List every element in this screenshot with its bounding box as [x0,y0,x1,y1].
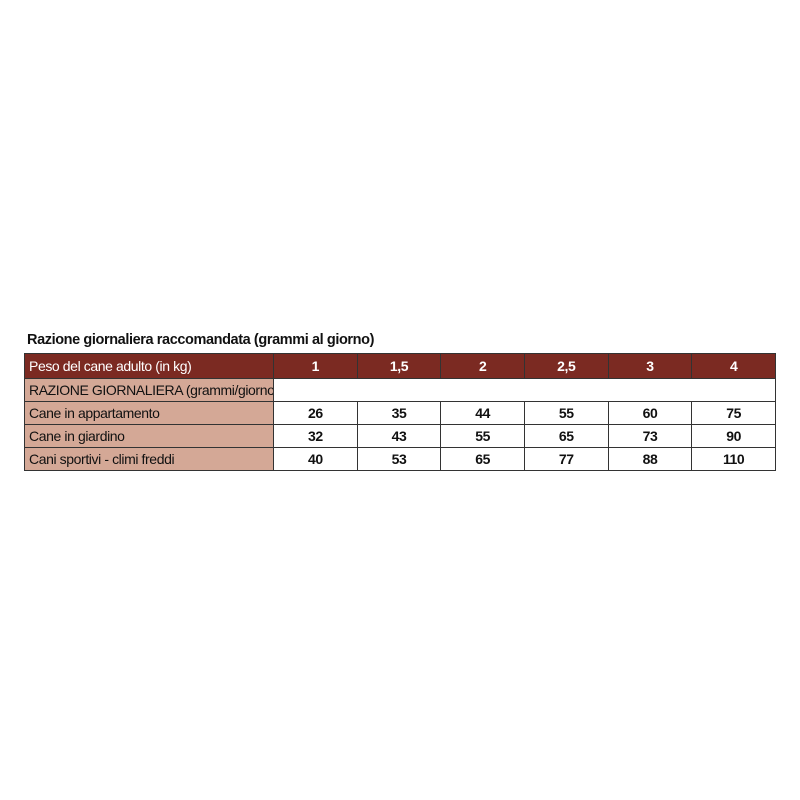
header-cell: 1,5 [356,353,442,379]
header-cell: 4 [691,353,776,379]
subheader-label: RAZIONE GIORNALIERA (grammi/giorno) [24,378,274,402]
data-row: Cane in giardino 32 43 55 65 73 90 [24,424,776,448]
row-label: Cane in giardino [24,424,274,448]
value-cell: 60 [607,401,693,425]
value-cell: 55 [440,424,525,448]
value-cell: 73 [607,424,693,448]
header-row: Peso del cane adulto (in kg) 1 1,5 2 2,5 3 4 [24,353,776,379]
ration-table: Peso del cane adulto (in kg) 1 1,5 2 2,5 3 4 RA… [24,353,776,471]
value-cell: 32 [273,424,358,448]
value-cell: 53 [356,447,442,471]
value-cell: 110 [691,447,776,471]
header-cell: 2 [440,353,525,379]
row-label: Cane in appartamento [24,401,274,425]
value-cell: 90 [691,424,776,448]
value-cell: 65 [523,424,609,448]
value-cell: 65 [440,447,525,471]
value-cell: 75 [691,401,776,425]
value-cell: 55 [523,401,609,425]
subheader-blank [273,378,776,402]
header-cell: 3 [607,353,693,379]
data-row: Cane in appartamento 26 35 44 55 60 75 [24,401,776,425]
subheader-row: RAZIONE GIORNALIERA (grammi/giorno) [24,378,776,402]
row-label: Cani sportivi - climi freddi [24,447,274,471]
value-cell: 77 [523,447,609,471]
value-cell: 44 [440,401,525,425]
value-cell: 35 [356,401,442,425]
value-cell: 43 [356,424,442,448]
data-row: Cani sportivi - climi freddi 40 53 65 77 88 11… [24,447,776,471]
value-cell: 26 [273,401,358,425]
value-cell: 40 [273,447,358,471]
value-cell: 88 [607,447,693,471]
header-cell: 2,5 [523,353,609,379]
header-cell: 1 [273,353,358,379]
table-body: Peso del cane adulto (in kg) 1 1,5 2 2,5 3 4 RA… [24,353,776,471]
table-title: Razione giornaliera raccomandata (grammi… [27,332,375,348]
header-label: Peso del cane adulto (in kg) [24,353,274,379]
